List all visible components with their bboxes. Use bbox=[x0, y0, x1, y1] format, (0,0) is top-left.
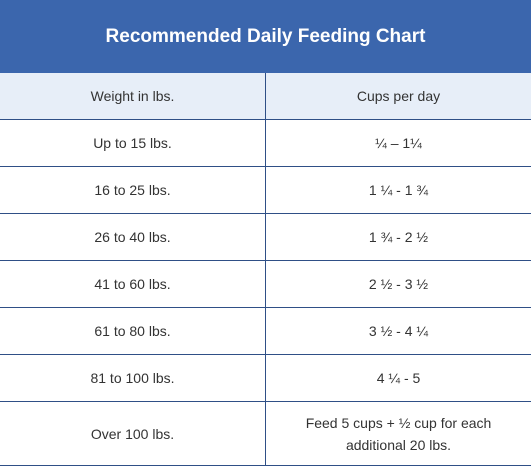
table-row: 41 to 60 lbs. 2 ½ - 3 ½ bbox=[0, 260, 531, 308]
table-row: Over 100 lbs. Feed 5 cups + ½ cup for eac… bbox=[0, 401, 531, 466]
table-cell: 16 to 25 lbs. bbox=[0, 166, 266, 214]
table-cell: 1 ¼ - 1 ¾ bbox=[265, 166, 531, 214]
table-cell: Up to 15 lbs. bbox=[0, 119, 266, 167]
feeding-table: Weight in lbs. Cups per day Up to 15 lbs.… bbox=[0, 73, 531, 466]
table-row: Up to 15 lbs. ¼ – 1¼ bbox=[0, 119, 531, 167]
title: Recommended Daily Feeding Chart bbox=[0, 0, 531, 73]
table-cell: Over 100 lbs. bbox=[0, 401, 266, 466]
table-row: 81 to 100 lbs. 4 ¼ - 5 bbox=[0, 354, 531, 402]
table-cell: 26 to 40 lbs. bbox=[0, 213, 266, 261]
table-cell: 4 ¼ - 5 bbox=[265, 354, 531, 402]
table-cell: 81 to 100 lbs. bbox=[0, 354, 266, 402]
header-cell: Cups per day bbox=[265, 73, 531, 120]
table-cell: 3 ½ - 4 ¼ bbox=[265, 307, 531, 355]
table-body: Up to 15 lbs. ¼ – 1¼ 16 to 25 lbs. 1 ¼ - 1 … bbox=[0, 119, 531, 466]
header-row: Weight in lbs. Cups per day bbox=[0, 73, 531, 120]
table-header: Weight in lbs. Cups per day bbox=[0, 73, 531, 120]
table-cell: 61 to 80 lbs. bbox=[0, 307, 266, 355]
table-cell: 41 to 60 lbs. bbox=[0, 260, 266, 308]
table-row: 16 to 25 lbs. 1 ¼ - 1 ¾ bbox=[0, 166, 531, 214]
table-cell: ¼ – 1¼ bbox=[265, 119, 531, 167]
table-cell: 1 ¾ - 2 ½ bbox=[265, 213, 531, 261]
table-cell: Feed 5 cups + ½ cup for each additional … bbox=[265, 401, 531, 466]
table-row: 61 to 80 lbs. 3 ½ - 4 ¼ bbox=[0, 307, 531, 355]
table-row: 26 to 40 lbs. 1 ¾ - 2 ½ bbox=[0, 213, 531, 261]
header-cell: Weight in lbs. bbox=[0, 73, 266, 120]
table-cell: 2 ½ - 3 ½ bbox=[265, 260, 531, 308]
